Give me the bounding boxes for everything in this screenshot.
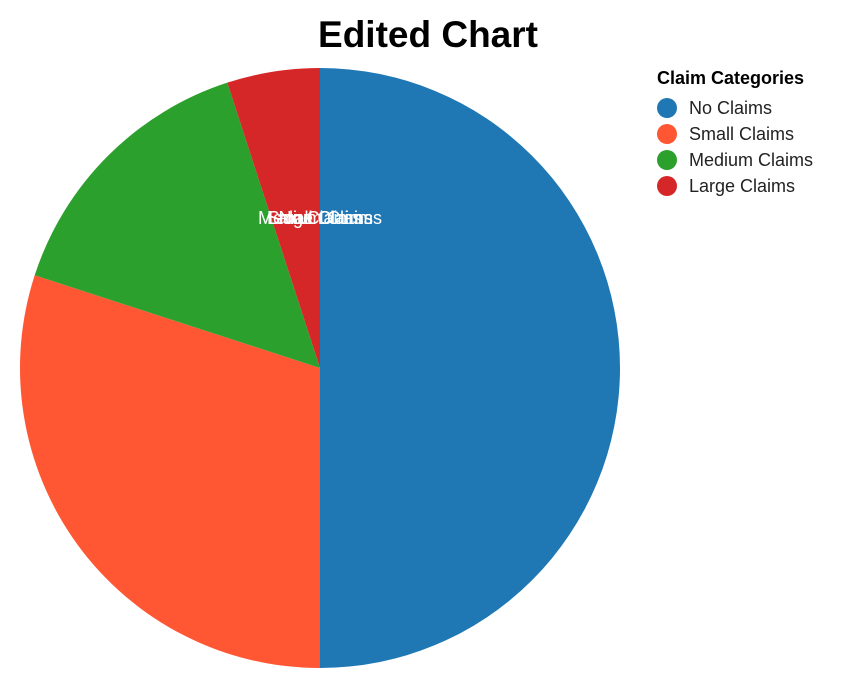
legend-label-small-claims: Small Claims xyxy=(689,123,795,144)
legend-swatch-small-claims xyxy=(657,124,677,144)
pie-slice-large-claims[interactable] xyxy=(227,68,320,368)
pie-slice-medium-claims[interactable] xyxy=(34,82,320,368)
slice-label-large-claims: Large Claims xyxy=(267,208,373,228)
legend-items: No Claims Small Claims Medium Claims Large … xyxy=(657,95,813,199)
slice-label-no-claims: No Claims xyxy=(278,208,361,228)
pie-slices xyxy=(19,68,620,668)
pie-slice-small-claims[interactable] xyxy=(19,275,321,668)
legend-item-small-claims[interactable]: Small Claims xyxy=(657,121,813,147)
legend-swatch-medium-claims xyxy=(657,150,677,170)
legend-title: Claim Categories xyxy=(657,68,805,88)
legend-label-large-claims: Large Claims xyxy=(689,175,796,196)
legend-item-large-claims[interactable]: Large Claims xyxy=(657,173,813,199)
legend-swatch-no-claims xyxy=(657,98,677,118)
legend-item-medium-claims[interactable]: Medium Claims xyxy=(657,147,813,173)
chart-title-text: Edited Chart xyxy=(318,14,538,55)
pie-slice-no-claims[interactable] xyxy=(320,68,620,668)
legend-label-no-claims: No Claims xyxy=(689,97,773,118)
slice-label-medium-claims: Medium Claims xyxy=(258,208,382,228)
legend: Claim Categories No Claims Small Claims Me… xyxy=(657,68,813,199)
chart-title: Edited Chart xyxy=(0,14,856,56)
legend-label-medium-claims: Medium Claims xyxy=(689,149,814,170)
slice-label-small-claims: Small Claims xyxy=(267,208,372,228)
legend-swatch-large-claims xyxy=(657,176,677,196)
legend-item-no-claims[interactable]: No Claims xyxy=(657,95,813,121)
